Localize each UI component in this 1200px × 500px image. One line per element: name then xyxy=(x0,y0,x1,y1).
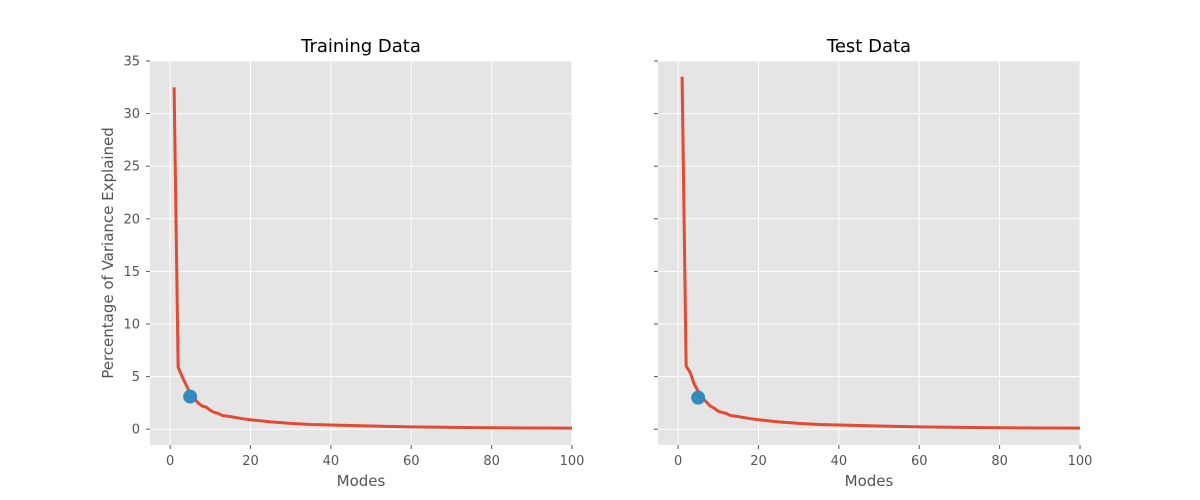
y-tick-label: 25 xyxy=(123,160,140,175)
plot-background xyxy=(150,61,572,445)
x-tick-label: 100 xyxy=(1068,454,1093,469)
panel-1: 0 20 40 60 80 100 0 5 10 15 20 25 30 35 Training Data M… xyxy=(99,36,584,490)
chart-title: Test Data xyxy=(826,36,911,57)
x-tick-label: 60 xyxy=(911,454,928,469)
x-tick-label: 0 xyxy=(166,454,174,469)
x-tick-label: 20 xyxy=(750,454,767,469)
y-tick-label: 5 xyxy=(132,370,140,385)
x-axis-label: Modes xyxy=(337,472,386,490)
y-tick-label: 0 xyxy=(132,423,140,438)
x-tick-label: 0 xyxy=(674,454,682,469)
x-tick-label: 80 xyxy=(483,454,500,469)
x-tick-label: 80 xyxy=(991,454,1008,469)
y-tick-label: 10 xyxy=(123,318,140,333)
chart-title: Training Data xyxy=(300,36,421,57)
y-tick-label: 35 xyxy=(123,55,140,70)
y-tick-label: 20 xyxy=(123,212,140,227)
panel-2: 0 20 40 60 80 100 Test Data Modes xyxy=(654,36,1092,490)
plot-background xyxy=(658,61,1080,445)
x-axis-label: Modes xyxy=(845,472,894,490)
highlight-marker xyxy=(183,389,198,404)
x-tick-label: 100 xyxy=(560,454,585,469)
y-tick-label: 30 xyxy=(123,107,140,122)
y-axis-label: Percentage of Variance Explained xyxy=(99,127,117,379)
x-tick-label: 40 xyxy=(323,454,340,469)
x-tick-label: 40 xyxy=(831,454,848,469)
y-tick-label: 15 xyxy=(123,265,140,280)
x-tick-label: 60 xyxy=(403,454,420,469)
x-tick-label: 20 xyxy=(242,454,259,469)
highlight-marker xyxy=(691,390,706,405)
